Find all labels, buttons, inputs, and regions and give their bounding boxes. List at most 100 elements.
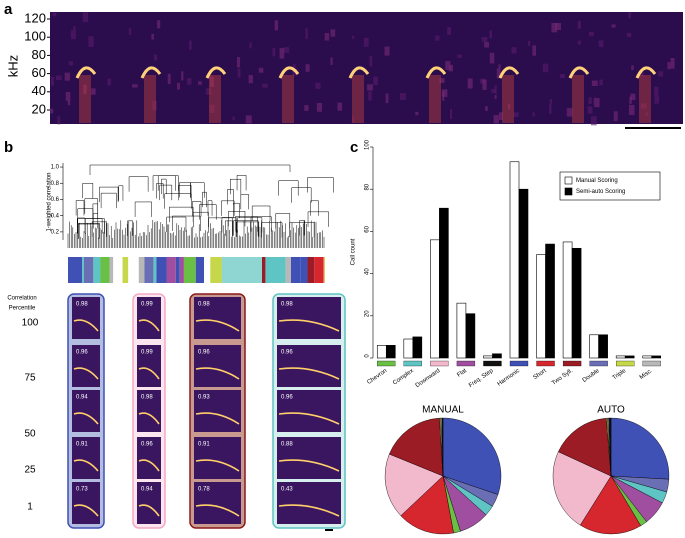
call [278, 412, 340, 425]
call [138, 412, 160, 425]
noise [507, 104, 511, 110]
noise [640, 103, 647, 109]
noise [494, 95, 497, 99]
noise [493, 114, 499, 124]
spectrogram-thumbnail [277, 437, 341, 479]
call [498, 66, 520, 79]
category-swatch [483, 360, 502, 367]
call [348, 66, 370, 79]
cluster-color [83, 257, 94, 283]
noise [245, 115, 252, 124]
pie-slice [389, 417, 444, 477]
correlation-value: 0.78 [198, 487, 210, 493]
noise [542, 63, 549, 73]
call [195, 412, 240, 425]
bar [376, 345, 387, 359]
noise [384, 46, 390, 56]
call [278, 66, 300, 79]
y-tick-label: 0.8 [51, 181, 60, 187]
noise [181, 71, 184, 81]
bar [624, 355, 635, 359]
panel-label: a [4, 1, 13, 18]
y-tick-label: 0.4 [51, 213, 60, 219]
noise [587, 106, 593, 114]
correlation-value: 0.96 [281, 350, 293, 356]
noise [445, 61, 451, 70]
call-band [502, 75, 514, 123]
correlation-value: 0.43 [281, 487, 293, 493]
category-swatch [536, 360, 555, 367]
y-tick-label: 40 [365, 268, 371, 275]
noise [176, 82, 180, 90]
cluster-color [276, 257, 286, 283]
call-band [429, 75, 441, 123]
noise [152, 100, 157, 111]
noise [631, 65, 634, 71]
noise [467, 78, 473, 89]
call-band [79, 75, 91, 123]
spectrogram-thumbnail [194, 482, 241, 524]
row-label: 50 [24, 429, 36, 440]
y-tick-label: 20 [365, 310, 371, 317]
row-label: 1 [27, 502, 33, 513]
spectrogram-thumbnail [72, 297, 100, 339]
noise [628, 12, 631, 19]
noise [316, 102, 323, 112]
call [195, 319, 240, 332]
call [73, 504, 99, 517]
noise [324, 32, 330, 41]
cluster-color [100, 257, 110, 283]
noise [57, 116, 61, 125]
noise [494, 85, 497, 94]
correlation-value: 0.91 [76, 442, 88, 448]
legend-swatch [564, 187, 573, 196]
noise [351, 116, 355, 123]
noise [283, 47, 290, 53]
cluster-color [291, 257, 301, 283]
noise [400, 92, 406, 100]
y-tick-label: 0 [365, 354, 371, 358]
row-title: Correlation [7, 296, 36, 302]
noise [513, 112, 519, 117]
panel-label: b [4, 139, 13, 156]
noise [65, 92, 71, 101]
bar [536, 254, 546, 359]
correlation-value: 0.99 [141, 350, 153, 356]
x-tick-label: Two Syll. [551, 368, 574, 387]
x-tick-label: Chevron [366, 368, 388, 386]
cluster-color [113, 257, 123, 283]
noise [67, 100, 71, 106]
y-tick-label: 1.0 [51, 165, 60, 171]
spectrogram-thumbnail [194, 345, 241, 387]
pie-slice [552, 451, 612, 526]
call [195, 367, 240, 380]
noise [442, 91, 445, 101]
noise [485, 106, 488, 111]
bar [430, 239, 440, 359]
noise [153, 54, 158, 61]
legend-box [559, 171, 661, 201]
pie-title: MANUAL [422, 405, 464, 416]
noise [157, 20, 161, 29]
y-tick-label: 60 [32, 65, 46, 80]
correlation-value: 0.98 [198, 302, 210, 308]
noise [630, 93, 636, 101]
spectrogram-thumbnail [72, 345, 100, 387]
bar [545, 243, 555, 359]
y-tick-label: 80 [32, 47, 46, 62]
noise [645, 112, 648, 116]
cluster-color [210, 257, 222, 283]
call [138, 504, 160, 517]
noise [457, 54, 462, 58]
pie-slice [441, 417, 444, 477]
noise [670, 57, 675, 69]
call [635, 66, 657, 79]
y-tick-label: 120 [24, 10, 46, 25]
pie-slice [400, 475, 454, 535]
correlation-value: 0.96 [281, 395, 293, 401]
category-swatch [377, 360, 396, 367]
correlation-value: 0.96 [198, 350, 210, 356]
noise [91, 88, 96, 95]
noise [448, 64, 454, 72]
noise [167, 73, 171, 85]
